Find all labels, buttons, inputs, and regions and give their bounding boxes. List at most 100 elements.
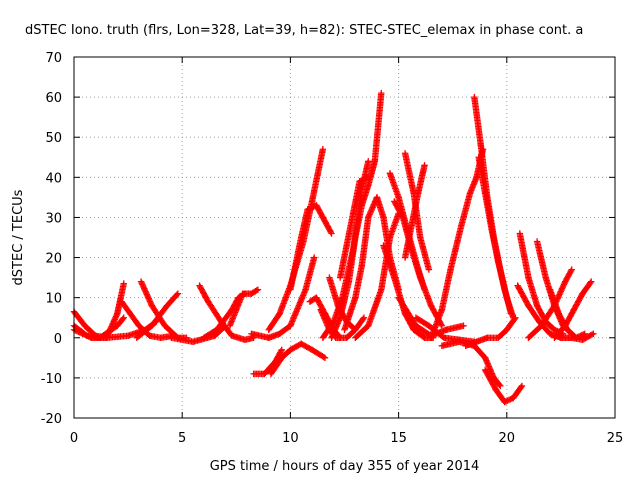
series-pass-l [267, 340, 329, 378]
data-point [321, 354, 329, 362]
y-tick-label: 70 [45, 51, 62, 66]
data-point [120, 314, 127, 321]
data-point [502, 398, 510, 405]
data-point [551, 326, 558, 333]
data-point [425, 266, 433, 273]
series-pass-q [317, 306, 359, 341]
x-tick-label: 0 [70, 431, 78, 446]
y-tick-label: 0 [54, 332, 62, 347]
series-pass-ab [401, 162, 428, 261]
data-point [360, 176, 368, 183]
x-tick-label: 10 [282, 431, 299, 446]
data-point [567, 267, 575, 275]
data-point [359, 176, 366, 184]
data-point [119, 315, 127, 323]
x-axis-label: GPS time / hours of day 355 of year 2014 [210, 459, 480, 474]
data-point [277, 347, 285, 355]
series-pass-j [226, 286, 262, 329]
data-point [308, 204, 316, 211]
data-point [174, 290, 182, 297]
series-pass-ah [438, 338, 504, 390]
data-point [588, 331, 596, 338]
data-point [568, 266, 575, 273]
data-point [320, 353, 327, 361]
data-point [518, 382, 526, 390]
plot-frame [73, 56, 616, 419]
data-point [399, 212, 406, 220]
data-point [497, 382, 504, 390]
data-point [304, 206, 311, 213]
series-pass-ae [395, 294, 467, 339]
data-point [590, 330, 597, 337]
data-point [507, 310, 515, 317]
series-pass-f [133, 290, 182, 341]
data-point [360, 314, 368, 321]
y-tick-label: 50 [45, 131, 62, 146]
series-pass-ak [516, 230, 567, 337]
data-point [73, 327, 81, 335]
data-point [307, 204, 314, 212]
data-point [501, 398, 508, 406]
chart-title: dSTEC Iono. truth (flrs, Lon=328, Lat=39… [25, 23, 583, 38]
data-point [365, 174, 372, 181]
data-point [505, 396, 513, 404]
series-pass-o [287, 202, 335, 293]
x-tick-label: 5 [178, 431, 186, 446]
data-point [76, 329, 83, 336]
data-point [511, 315, 518, 323]
data-point [438, 322, 446, 329]
data-point [328, 230, 335, 237]
y-axis-label: dSTEC / TECUs [11, 189, 26, 285]
data-point [72, 327, 79, 334]
data-point [86, 333, 94, 341]
data-point [401, 254, 409, 261]
data-point [83, 332, 91, 339]
x-tick-label: 15 [390, 431, 407, 446]
data-point [120, 280, 127, 287]
data-point [357, 177, 365, 184]
data-point [507, 396, 514, 403]
y-tick-label: 60 [45, 91, 62, 106]
data-point [75, 328, 82, 335]
data-point [311, 254, 318, 261]
data-point [365, 158, 372, 165]
data-point [319, 146, 327, 153]
data-point [254, 286, 262, 293]
data-point [78, 329, 85, 337]
data-point [173, 291, 181, 298]
y-tick-label: 40 [45, 171, 62, 186]
data-point [587, 279, 594, 287]
series-pass-af [471, 93, 517, 321]
data-point [80, 331, 88, 338]
data-point [82, 331, 89, 339]
data-point [460, 322, 467, 329]
data-point [504, 397, 511, 404]
y-tick-label: 20 [45, 252, 62, 267]
series-pass-ai [481, 366, 526, 406]
series-pass-aq [557, 330, 597, 343]
data-point [305, 205, 313, 212]
series-pass-ag [475, 154, 515, 317]
series-pass-n [248, 254, 318, 341]
data-point [79, 330, 86, 337]
data-point [362, 175, 369, 182]
data-point [85, 333, 92, 340]
x-tick-label: 20 [499, 431, 516, 446]
y-tick-label: -10 [41, 372, 62, 387]
data-point [378, 89, 385, 97]
data-point [253, 287, 260, 294]
data-point [587, 278, 595, 285]
data-point [359, 315, 367, 323]
data-point [517, 383, 525, 391]
series-pass-an [525, 266, 575, 341]
data-point [363, 174, 371, 182]
data-point [278, 346, 285, 354]
series-pass-ap [551, 278, 595, 341]
series-pass-u [336, 174, 372, 281]
y-tick-label: 30 [45, 211, 62, 226]
y-tick-label: -20 [41, 412, 62, 427]
data-point [356, 178, 363, 185]
series-pass-t [328, 89, 385, 341]
x-tick-label: 25 [607, 431, 624, 446]
